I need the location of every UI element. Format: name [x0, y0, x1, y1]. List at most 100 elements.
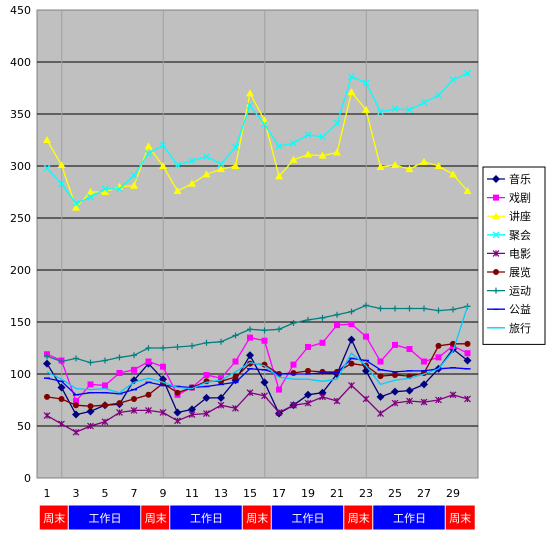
data-point	[405, 386, 414, 395]
band-label: 工作日	[393, 512, 426, 525]
data-point	[130, 406, 138, 414]
data-point	[101, 188, 109, 195]
data-point	[464, 70, 471, 77]
data-point	[145, 345, 152, 351]
data-point	[493, 269, 499, 275]
band-rect	[241, 504, 273, 531]
data-point	[72, 200, 80, 207]
data-point	[247, 360, 253, 367]
data-point	[391, 387, 399, 396]
data-point	[334, 322, 340, 329]
data-point	[305, 343, 311, 350]
data-point	[305, 316, 311, 323]
data-point	[319, 133, 326, 141]
x-tick-label: 17	[272, 487, 286, 500]
band-rect	[343, 504, 375, 531]
data-point	[348, 360, 355, 367]
data-point	[290, 361, 297, 368]
data-point	[275, 142, 283, 150]
data-point	[463, 186, 472, 194]
data-point	[363, 333, 369, 340]
data-point	[173, 408, 182, 417]
x-tick-label: 13	[214, 487, 228, 500]
band-label: 周末	[348, 511, 370, 525]
data-point	[43, 359, 51, 368]
legend-label: 音乐	[509, 172, 531, 186]
y-tick-label: 200	[10, 264, 31, 277]
data-point	[57, 383, 66, 392]
data-point	[276, 326, 282, 333]
data-point	[73, 402, 79, 409]
y-tick-label: 450	[10, 4, 31, 17]
data-point	[102, 382, 108, 389]
data-point	[406, 106, 413, 114]
data-point	[43, 136, 51, 143]
data-point	[405, 165, 414, 173]
data-point	[232, 374, 239, 381]
data-point	[492, 175, 500, 183]
data-point	[174, 343, 181, 350]
data-point	[116, 369, 123, 376]
data-point	[188, 405, 196, 414]
data-point	[246, 102, 254, 110]
x-tick-label: 21	[330, 487, 344, 500]
legend-item: 旅行	[487, 321, 531, 335]
data-point	[203, 372, 210, 379]
data-point	[377, 358, 384, 365]
day-type-band: 工作日	[169, 504, 244, 531]
data-point	[202, 170, 211, 178]
band-label: 周末	[449, 511, 471, 525]
data-point	[261, 327, 268, 334]
data-point	[275, 409, 283, 416]
data-point	[174, 417, 181, 425]
data-point	[406, 305, 413, 312]
data-point	[449, 76, 457, 84]
data-point	[57, 160, 66, 168]
data-point	[348, 321, 355, 328]
x-tick-label: 19	[301, 487, 315, 500]
data-point	[304, 150, 312, 158]
data-point	[217, 160, 225, 168]
series-4	[43, 70, 471, 207]
data-point	[203, 153, 210, 161]
data-point	[131, 366, 137, 373]
data-point	[232, 143, 239, 151]
data-point	[189, 342, 195, 349]
data-point	[58, 395, 65, 402]
data-point	[391, 160, 399, 168]
data-point	[87, 381, 94, 388]
data-point	[217, 401, 225, 409]
data-point	[319, 368, 326, 375]
x-tick-label: 3	[73, 487, 80, 500]
data-point	[145, 358, 152, 365]
data-point	[334, 311, 340, 318]
data-point	[203, 339, 210, 346]
data-point	[290, 139, 297, 147]
data-point	[377, 410, 384, 417]
legend-item: 展览	[487, 265, 531, 279]
data-point	[145, 406, 152, 414]
data-point	[72, 428, 80, 436]
x-tick-label: 23	[359, 487, 373, 500]
data-point	[420, 380, 428, 389]
data-point	[188, 179, 196, 187]
data-point	[247, 326, 253, 333]
legend-label: 聚会	[509, 229, 531, 242]
series-3	[43, 88, 472, 211]
data-point	[260, 378, 269, 387]
data-point	[246, 351, 254, 360]
data-point	[261, 392, 268, 400]
data-point	[376, 163, 385, 171]
data-point	[334, 368, 340, 375]
data-point	[377, 373, 384, 380]
band-label: 周末	[43, 511, 65, 525]
data-point	[218, 338, 224, 345]
data-point	[116, 185, 123, 193]
day-type-band: 周末	[140, 504, 172, 531]
data-point	[420, 99, 428, 106]
data-point	[87, 193, 94, 201]
data-point	[377, 108, 384, 116]
data-point	[362, 395, 370, 403]
data-point	[304, 390, 312, 399]
